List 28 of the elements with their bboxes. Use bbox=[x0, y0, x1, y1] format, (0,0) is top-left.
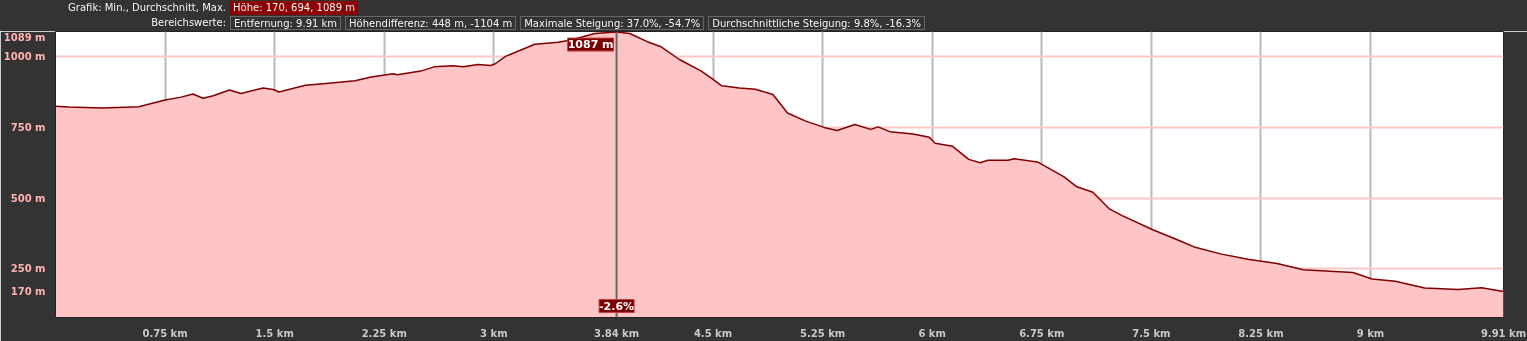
x-tick-label: 6.75 km bbox=[1019, 327, 1065, 339]
x-tick-label: 9 km bbox=[1356, 327, 1385, 339]
text: Bereichswerte: bbox=[150, 16, 226, 30]
x-tick-label: 3 km bbox=[480, 327, 508, 339]
text: Entfernung: 9.91 km bbox=[230, 16, 342, 30]
text: Durchschnittliche Steigung: 9.8%, -16.3% bbox=[708, 16, 926, 30]
ref-line-label: 3.84 km bbox=[593, 327, 640, 339]
annotation: 1087 m bbox=[567, 38, 614, 52]
x-tick-label: 4.5 km bbox=[693, 327, 733, 339]
y-tick-label: 250 m bbox=[10, 263, 46, 275]
x-tick-label: 2.25 km bbox=[361, 327, 407, 339]
y-tick-label: 500 m bbox=[10, 192, 46, 204]
x-tick-label: 5.25 km bbox=[799, 327, 846, 339]
annotation: -2.6% bbox=[599, 299, 635, 313]
x-tick-label: 8.25 km bbox=[1238, 327, 1284, 339]
x-tick-label: 6 km bbox=[918, 327, 946, 339]
x-tick-label: 1.5 km bbox=[255, 327, 294, 339]
y-tick-label: 1089 m bbox=[3, 31, 46, 43]
x-tick-label: 7.5 km bbox=[1132, 327, 1171, 339]
y-tick-label: 1000 m bbox=[3, 51, 46, 63]
x-tick-label: 0.75 km bbox=[142, 327, 188, 339]
text: Maximale Steigung: 37.0%, -54.7% bbox=[520, 16, 705, 30]
text: Höhendifferenz: 448 m, -1104 m bbox=[345, 16, 517, 30]
y-tick-label: 170 m bbox=[10, 285, 46, 297]
y-tick-label: 750 m bbox=[10, 121, 46, 133]
text: Höhe: 170, 694, 1089 m bbox=[230, 1, 358, 15]
text: Grafik: Min., Durchschnitt, Max. bbox=[67, 1, 226, 15]
x-tick-label: 9.91 km bbox=[1480, 327, 1527, 339]
